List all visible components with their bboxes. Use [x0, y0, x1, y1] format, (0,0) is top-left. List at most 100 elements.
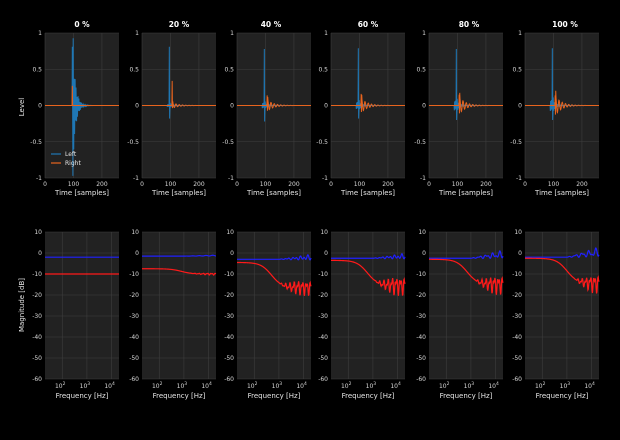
- plot-area: [142, 232, 216, 379]
- y-tick-label: 0.5: [318, 66, 328, 73]
- y-tick-label: 0.5: [512, 66, 522, 73]
- y-tick-label: 0.5: [416, 66, 426, 73]
- y-tick-label: -0.5: [30, 139, 42, 146]
- x-tick-label: 0: [235, 181, 239, 188]
- y-tick-label: -0.5: [414, 139, 426, 146]
- y-tick-label: -50: [32, 355, 42, 362]
- y-tick-label: -40: [32, 334, 42, 341]
- legend-label-right: Right: [65, 160, 81, 167]
- magnitude-axis-label: Magnitude [dB]: [18, 278, 26, 332]
- y-tick-label: 0: [324, 250, 328, 257]
- y-tick-label: 10: [320, 229, 328, 236]
- y-tick-label: -1: [36, 175, 42, 182]
- y-tick-label: -10: [416, 271, 426, 278]
- y-tick-label: 0: [38, 103, 42, 110]
- y-tick-label: 1: [38, 30, 42, 37]
- y-tick-label: -30: [512, 313, 522, 320]
- x-tick-label: 100: [548, 181, 560, 188]
- magnitude-panel: 102 103 104 -60 -50 -40 -30 -20 -10 0 10 Frequency …: [32, 229, 119, 400]
- x-tick-label: 100: [452, 181, 464, 188]
- y-tick-label: 0: [422, 103, 426, 110]
- column-title: 100 %: [552, 20, 578, 29]
- y-tick-label: -60: [32, 376, 42, 383]
- x-axis-label: Time [samples]: [534, 189, 589, 197]
- x-tick-label: 100: [165, 181, 177, 188]
- y-tick-label: -40: [512, 334, 522, 341]
- y-tick-label: -60: [129, 376, 139, 383]
- y-tick-label: 0: [230, 103, 234, 110]
- y-tick-label: -20: [416, 292, 426, 299]
- y-tick-label: 10: [131, 229, 139, 236]
- x-tick-label: 0: [427, 181, 431, 188]
- y-tick-label: -40: [416, 334, 426, 341]
- y-tick-label: 0: [518, 103, 522, 110]
- y-tick-label: 0.5: [129, 66, 139, 73]
- magnitude-panel: 102 103 104 -60 -50 -40 -30 -20 -10 0 10 Frequency …: [129, 229, 216, 400]
- y-tick-label: 0: [135, 250, 139, 257]
- y-tick-label: 0.5: [32, 66, 42, 73]
- x-axis-label: Frequency [Hz]: [536, 392, 589, 400]
- x-axis-label: Time [samples]: [246, 189, 301, 197]
- x-tick-label: 0: [43, 181, 47, 188]
- y-tick-label: 0.5: [224, 66, 234, 73]
- y-tick-label: -1: [228, 175, 234, 182]
- x-tick-label: 0: [329, 181, 333, 188]
- y-tick-label: 10: [34, 229, 42, 236]
- column-title: 20 %: [169, 20, 190, 29]
- y-tick-label: -30: [416, 313, 426, 320]
- y-tick-label: 1: [422, 30, 426, 37]
- y-tick-label: 10: [418, 229, 426, 236]
- y-tick-label: -50: [224, 355, 234, 362]
- y-tick-label: -40: [224, 334, 234, 341]
- y-tick-label: -60: [318, 376, 328, 383]
- y-tick-label: -1: [516, 175, 522, 182]
- y-tick-label: 1: [230, 30, 234, 37]
- y-tick-label: -0.5: [510, 139, 522, 146]
- y-tick-label: -10: [224, 271, 234, 278]
- y-tick-label: -1: [420, 175, 426, 182]
- magnitude-panel: 102 103 104 -60 -50 -40 -30 -20 -10 0 10 Frequency …: [318, 229, 405, 400]
- legend-label-left: Left: [65, 151, 77, 158]
- x-tick-label: 200: [480, 181, 492, 188]
- y-tick-label: -20: [512, 292, 522, 299]
- y-tick-label: -30: [318, 313, 328, 320]
- y-tick-label: -60: [416, 376, 426, 383]
- x-axis-label: Frequency [Hz]: [342, 392, 395, 400]
- y-tick-label: 0: [230, 250, 234, 257]
- y-tick-label: 10: [226, 229, 234, 236]
- x-axis-label: Frequency [Hz]: [440, 392, 493, 400]
- y-tick-label: -50: [318, 355, 328, 362]
- x-axis-label: Frequency [Hz]: [248, 392, 301, 400]
- y-tick-label: 10: [514, 229, 522, 236]
- y-tick-label: -30: [32, 313, 42, 320]
- x-tick-label: 0: [523, 181, 527, 188]
- magnitude-panel: 102 103 104 -60 -50 -40 -30 -20 -10 0 10 Frequency …: [512, 229, 599, 400]
- x-axis-label: Time [samples]: [54, 189, 109, 197]
- x-axis-label: Time [samples]: [151, 189, 206, 197]
- y-tick-label: 0: [422, 250, 426, 257]
- column-title: 40 %: [261, 20, 282, 29]
- y-tick-label: -0.5: [127, 139, 139, 146]
- y-tick-label: -50: [129, 355, 139, 362]
- y-tick-label: -20: [224, 292, 234, 299]
- column-title: 80 %: [459, 20, 480, 29]
- x-tick-label: 200: [96, 181, 108, 188]
- y-tick-label: -20: [318, 292, 328, 299]
- x-tick-label: 200: [382, 181, 394, 188]
- y-tick-label: 0: [518, 250, 522, 257]
- plot-area: [331, 232, 405, 379]
- y-tick-label: 0: [38, 250, 42, 257]
- plot-area: [45, 232, 119, 379]
- y-tick-label: -30: [224, 313, 234, 320]
- y-tick-label: -1: [322, 175, 328, 182]
- x-tick-label: 200: [288, 181, 300, 188]
- x-tick-label: 0: [140, 181, 144, 188]
- x-axis-label: Time [samples]: [438, 189, 493, 197]
- y-tick-label: -50: [512, 355, 522, 362]
- x-tick-label: 200: [576, 181, 588, 188]
- y-tick-label: -20: [32, 292, 42, 299]
- y-tick-label: -10: [318, 271, 328, 278]
- y-tick-label: 0: [135, 103, 139, 110]
- plot-area: [237, 232, 311, 379]
- y-tick-label: -50: [416, 355, 426, 362]
